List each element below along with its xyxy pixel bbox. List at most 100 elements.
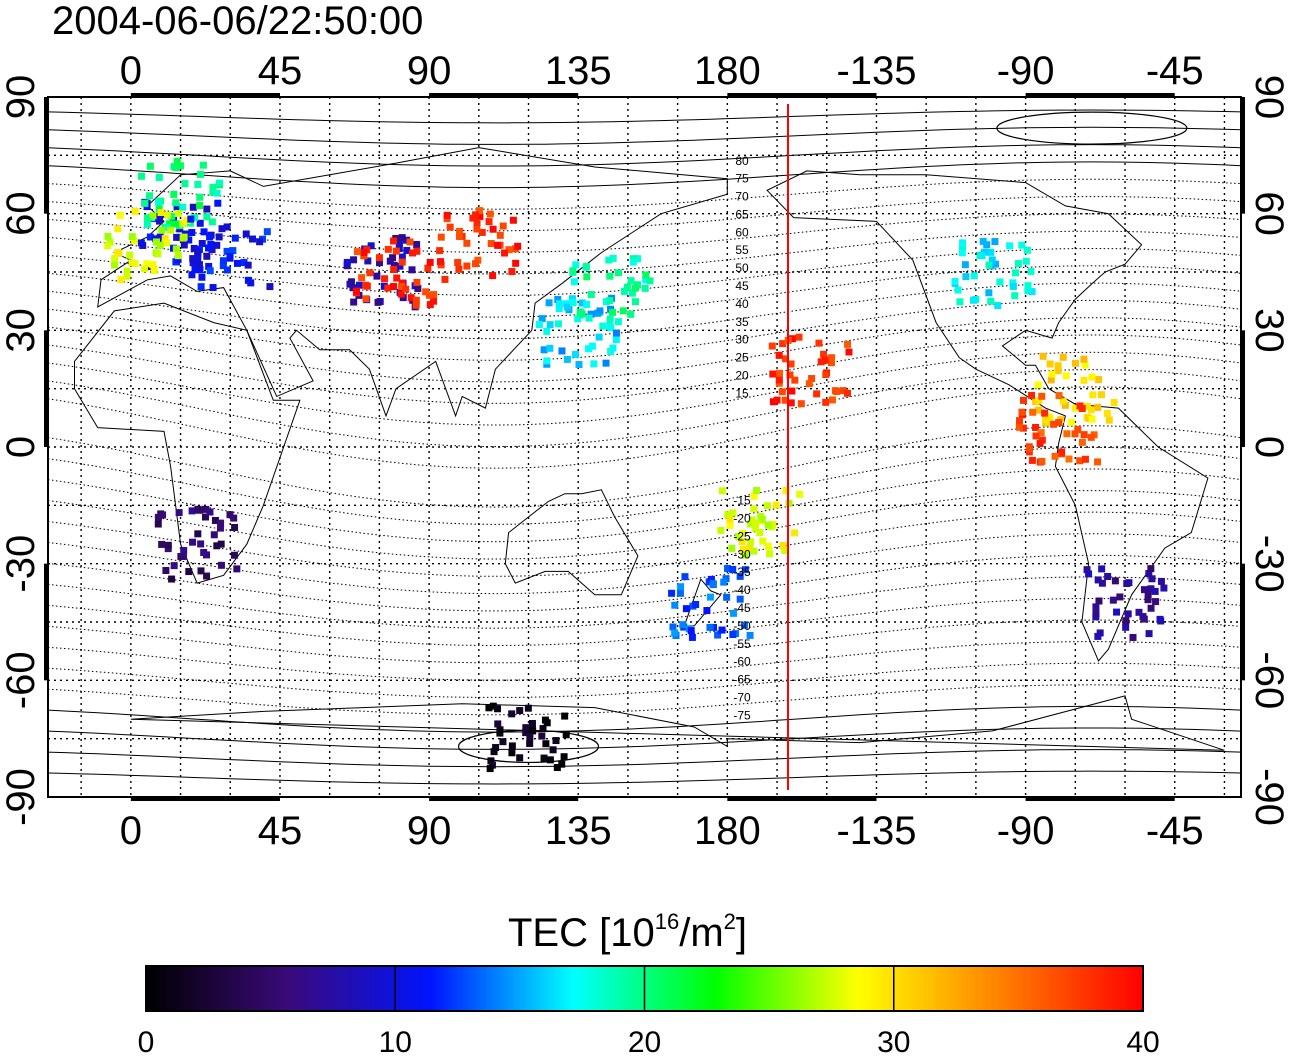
tec-pixel	[397, 283, 405, 291]
tec-pixel	[1087, 406, 1095, 414]
tec-pixel	[205, 262, 213, 270]
tec-pixel	[231, 523, 239, 531]
frame-bar	[1240, 330, 1245, 447]
tec-pixel	[128, 259, 136, 267]
colorbar-title: TEC [1016/m2]	[508, 909, 747, 955]
tec-pixel	[785, 499, 793, 507]
geomag-contour	[48, 597, 1241, 647]
left-lat-label: -30	[0, 535, 43, 593]
geomag-lat-label: -30	[733, 547, 751, 561]
tec-pixel	[555, 300, 563, 308]
tec-pixel	[402, 285, 410, 293]
tec-pixel	[455, 232, 463, 240]
tec-pixel	[353, 248, 361, 256]
tec-pixel	[820, 350, 828, 358]
tec-pixel	[991, 238, 999, 246]
tec-pixel	[827, 359, 835, 367]
geomag-lat-label: 15	[735, 386, 749, 400]
tec-pixel	[390, 237, 398, 245]
tec-pixel	[155, 217, 163, 225]
tec-pixel	[561, 712, 569, 720]
tec-pixel	[588, 342, 596, 350]
tec-pixel	[553, 764, 561, 772]
tec-pixel	[1089, 391, 1097, 399]
tec-pixel	[795, 333, 803, 341]
tec-pixel	[1092, 603, 1100, 611]
tec-pixel	[487, 757, 495, 765]
tec-pixel	[1094, 576, 1102, 584]
tec-pixel	[1048, 370, 1056, 378]
tec-pixel	[155, 204, 163, 212]
tec-pixel	[1078, 438, 1086, 446]
tec-pixel	[768, 523, 776, 531]
tec-pixel	[572, 261, 580, 269]
frame-bar	[1240, 97, 1245, 214]
geomag-lat-label: 20	[735, 368, 749, 382]
tec-pixel	[456, 227, 464, 235]
tec-pixel	[508, 742, 516, 750]
frame-bar	[130, 796, 280, 801]
tec-pixel	[173, 158, 181, 166]
geomag-contour	[48, 533, 1241, 595]
tec-pixel	[769, 398, 777, 406]
tec-pixel	[606, 297, 614, 305]
tec-pixel	[163, 239, 171, 247]
tec-pixel	[390, 283, 398, 291]
tec-pixel	[1028, 288, 1036, 296]
tec-pixel	[509, 216, 517, 224]
tec-pixel	[177, 552, 185, 560]
tec-pixel	[489, 702, 497, 710]
right-lat-label: -90	[1247, 768, 1291, 826]
tec-cell	[1083, 565, 1168, 641]
tec-pixel	[1095, 376, 1103, 384]
tec-pixel	[623, 283, 631, 291]
tec-pixel	[161, 235, 169, 243]
tec-pixel	[606, 315, 614, 323]
geomag-contour	[48, 161, 1241, 189]
tec-pixel	[175, 509, 183, 517]
tec-pixel	[1094, 458, 1102, 466]
tec-pixel	[1020, 396, 1028, 404]
geomag-contour	[48, 554, 1241, 612]
left-lat-axis: 90 60 30 0 -30 -60 -90	[0, 75, 43, 826]
tec-pixel	[746, 631, 754, 639]
tec-pixel	[266, 283, 274, 291]
tec-pixel	[155, 198, 163, 206]
tec-pixel	[821, 356, 829, 364]
tec-cell	[187, 215, 274, 292]
tec-pixel	[687, 627, 695, 635]
tec-pixel	[815, 339, 823, 347]
tec-pixel	[669, 623, 677, 631]
tec-pixel	[360, 248, 368, 256]
colorbar-label-unit: /m	[679, 911, 723, 955]
tec-pixel	[185, 568, 193, 576]
tec-pixel	[1029, 408, 1037, 416]
tec-pixel	[1148, 575, 1156, 583]
tec-pixel	[1028, 456, 1036, 464]
tec-pixel	[214, 199, 222, 207]
tec-pixel	[540, 754, 548, 762]
coastline	[130, 695, 1225, 751]
frame-bar	[429, 796, 579, 801]
tec-pixel	[718, 626, 726, 634]
tec-pixel	[485, 704, 493, 712]
tec-pixel	[172, 199, 180, 207]
tec-pixel	[817, 358, 825, 366]
tec-pixel	[1140, 586, 1148, 594]
tec-pixel	[390, 261, 398, 269]
tec-pixel	[542, 740, 550, 748]
tec-pixel	[398, 253, 406, 261]
tec-pixel	[590, 360, 598, 368]
tec-pixel	[104, 242, 112, 250]
geomag-lat-label: 80	[735, 154, 749, 168]
tec-pixel	[629, 258, 637, 266]
tec-pixel	[535, 321, 543, 329]
tec-pixel	[1078, 404, 1086, 412]
tec-pixel	[991, 260, 999, 268]
tec-pixel	[454, 259, 462, 267]
tec-pixel	[230, 551, 238, 559]
tec-pixel	[718, 487, 726, 495]
tec-pixel	[414, 284, 422, 292]
tec-pixel	[393, 274, 401, 282]
lat-lon-grid	[48, 97, 1241, 797]
